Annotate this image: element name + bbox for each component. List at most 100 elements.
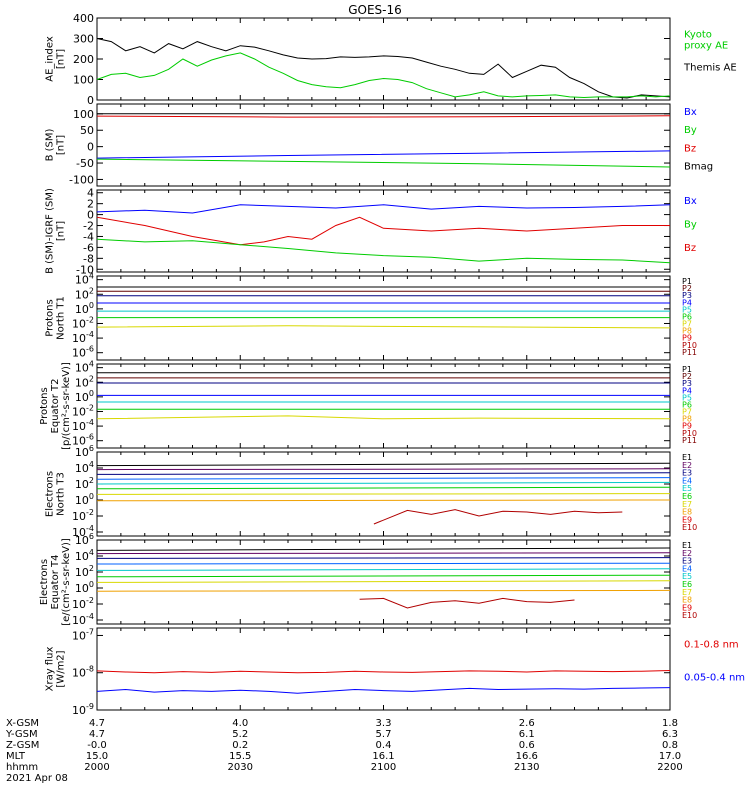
series-0-1-0-8-nm (96, 670, 671, 674)
y-axis-label: North T1 (56, 296, 67, 340)
y-tick-label: 104 (75, 548, 94, 563)
y-axis-label: B (SM) (45, 128, 56, 161)
x-axis-table: X-GSM 4.7 4.0 3.3 2.6 1.8 Y-GSM 4.7 5.2 5.7 6.1 6.3… (5, 718, 683, 784)
x-tick-label: 0.6 (519, 740, 535, 751)
panel-2: -100 -50 0 50 100 B (SM) [nT] Bx By Bz Bmag (45, 103, 713, 187)
y-tick-label: 104 (75, 460, 94, 475)
y-axis-label: North T3 (56, 472, 67, 516)
y-tick-label: 300 (73, 33, 94, 46)
legend-bx: Bx (684, 107, 697, 118)
x-tick-label: 15.0 (86, 751, 108, 762)
legend-e8: E8 (682, 508, 692, 517)
plot-title: GOES-16 (348, 3, 402, 17)
y-tick-label: 102 (75, 286, 94, 301)
y-tick-label: -50 (76, 157, 94, 170)
legend-e1: E1 (682, 541, 692, 550)
x-row-label: MLT (6, 751, 26, 762)
y-tick-label: -6 (83, 241, 94, 254)
legend-e9: E9 (682, 515, 692, 524)
y-axis-label: [e/(cm²-s-sr-keV)] (61, 538, 72, 626)
y-tick-label: 4 (87, 187, 94, 200)
series-e9 (373, 509, 623, 525)
legend-p1: P1 (682, 365, 692, 374)
legend-p2: P2 (682, 372, 692, 381)
y-tick-label: 100 (75, 580, 94, 595)
x-tick-label: 17.0 (659, 751, 681, 762)
x-tick-label: 1.8 (662, 718, 678, 729)
y-axis-label: [p/(cm²-s-sr-keV)] (61, 362, 72, 450)
y-tick-label: 10-2 (72, 508, 94, 523)
legend-p9: P9 (682, 334, 692, 343)
legend-p6: P6 (682, 400, 692, 409)
x-tick-label: 2130 (514, 762, 539, 773)
x-row-label: X-GSM (6, 718, 39, 729)
x-tick-label: 4.0 (232, 718, 248, 729)
y-axis-label: AE_index (45, 36, 56, 82)
series-e7 (96, 580, 671, 583)
legend-p1: P1 (682, 277, 692, 286)
legend-themis-ae: Themis AE (683, 62, 737, 73)
y-tick-label: -8 (83, 252, 94, 265)
x-tick-label: 3.3 (376, 718, 392, 729)
series-by (96, 238, 671, 264)
legend-e4: E4 (682, 476, 692, 485)
y-tick-label: 200 (73, 53, 94, 66)
series-e3 (96, 557, 671, 559)
panel-frame (96, 627, 671, 711)
x-tick-label: 6.3 (662, 729, 678, 740)
y-tick-label: 10-2 (72, 596, 94, 611)
series-themis-ae (96, 38, 671, 99)
y-tick-label: -2 (83, 220, 94, 233)
x-tick-label: 2100 (371, 762, 396, 773)
y-tick-label: 10-9 (72, 702, 94, 717)
series-e1 (96, 462, 671, 467)
series-kyoto-proxy-ae (96, 52, 671, 99)
x-tick-label: 2000 (84, 762, 109, 773)
x-tick-label: 0.4 (376, 740, 392, 751)
x-row-label: Z-GSM (6, 740, 39, 751)
series-e6 (96, 574, 671, 578)
series-bz (96, 216, 670, 246)
legend-bmag: Bmag (684, 162, 713, 173)
y-tick-label: 100 (75, 492, 94, 507)
x-tick-label: 5.7 (376, 729, 392, 740)
x-tick-label: 0.2 (232, 740, 248, 751)
y-axis-label: B (SM)-IGRF (SM) (45, 188, 56, 274)
legend-e4: E4 (682, 564, 692, 573)
legend-by: By (684, 125, 697, 136)
x-tick-label: 4.7 (89, 718, 105, 729)
x-tick-label: 6.1 (519, 729, 535, 740)
x-tick-label: 16.6 (516, 751, 538, 762)
series-p7 (96, 325, 671, 329)
legend-0-1-0-8-nm: 0.1-0.8 nm (684, 640, 739, 651)
legend-p11: P11 (682, 436, 697, 445)
series-e5 (96, 481, 671, 485)
series-e3 (96, 472, 671, 475)
legend-e5: E5 (682, 484, 692, 493)
panel-frame (96, 363, 671, 449)
legend-bz: Bz (684, 243, 696, 254)
series-by (96, 158, 671, 168)
x-tick-label: 16.1 (372, 751, 394, 762)
legend-p4: P4 (682, 386, 692, 395)
y-tick-label: 10-7 (72, 627, 94, 642)
y-axis-label: Xray flux (45, 647, 56, 692)
y-tick-label: 10-2 (72, 315, 94, 330)
y-axis-label: Electrons (45, 471, 56, 517)
y-axis-label: Equator T4 (50, 555, 61, 610)
series-e6 (96, 486, 671, 490)
legend-e6: E6 (682, 580, 692, 589)
y-axis-label: Electrons (39, 559, 50, 605)
legend-p2: P2 (682, 284, 692, 293)
y-tick-label: -4 (83, 230, 94, 243)
y-tick-label: 2 (87, 198, 94, 211)
x-tick-label: 2200 (657, 762, 682, 773)
series-e9 (359, 597, 575, 609)
